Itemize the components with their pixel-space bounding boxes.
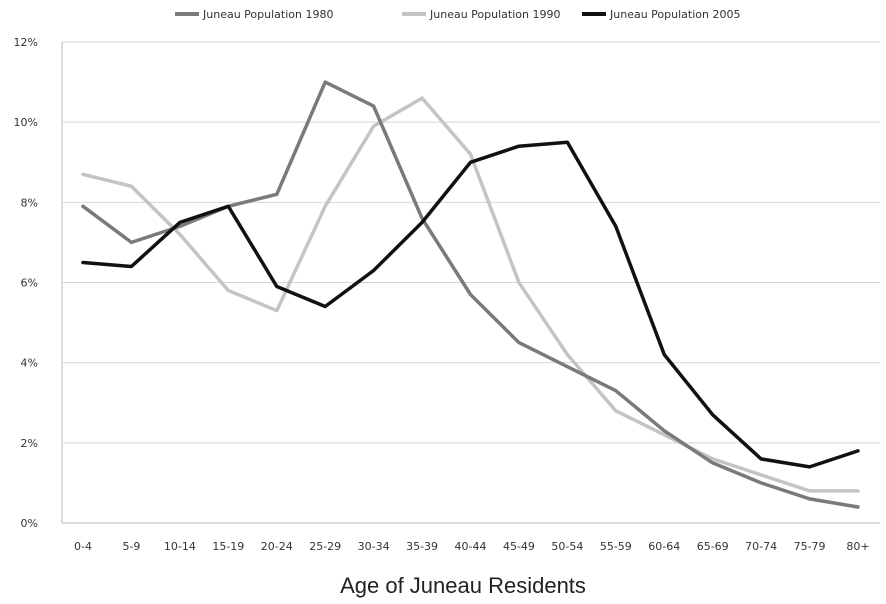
x-tick-label: 65-69 — [697, 540, 729, 553]
x-tick-label: 35-39 — [406, 540, 438, 553]
x-tick-label: 70-74 — [745, 540, 777, 553]
x-tick-label: 50-54 — [551, 540, 583, 553]
y-tick-label: 10% — [14, 116, 38, 129]
x-tick-label: 75-79 — [794, 540, 826, 553]
y-tick-label: 12% — [14, 36, 38, 49]
x-tick-label: 0-4 — [74, 540, 92, 553]
series-line-2 — [81, 140, 860, 469]
x-tick-label: 25-29 — [309, 540, 341, 553]
y-tick-label: 0% — [21, 517, 38, 530]
x-tick-label: 60-64 — [648, 540, 680, 553]
x-tick-label: 20-24 — [261, 540, 293, 553]
x-tick-label: 80+ — [846, 540, 869, 553]
x-tick-label: 5-9 — [122, 540, 140, 553]
series-lines — [81, 80, 860, 509]
y-axis: 0% 2% 4% 6% 8% 10% 12% — [14, 36, 38, 530]
legend-label-2: Juneau Population 2005 — [609, 8, 740, 21]
y-tick-label: 8% — [21, 196, 38, 209]
y-tick-label: 6% — [21, 277, 38, 290]
x-tick-label: 40-44 — [455, 540, 487, 553]
series-line-1 — [81, 96, 860, 493]
x-tick-label: 45-49 — [503, 540, 535, 553]
y-tick-label: 4% — [21, 357, 38, 370]
legend-label-1: Juneau Population 1990 — [429, 8, 560, 21]
x-axis: 0-4 5-9 10-14 15-19 20-24 25-29 30-34 35-39 40-4… — [74, 540, 870, 553]
y-tick-label: 2% — [21, 437, 38, 450]
x-tick-label: 10-14 — [164, 540, 196, 553]
x-axis-title: Age of Juneau Residents — [340, 573, 586, 598]
legend-label-0: Juneau Population 1980 — [202, 8, 333, 21]
x-tick-label: 30-34 — [358, 540, 390, 553]
legend: Juneau Population 1980 Juneau Population … — [175, 8, 740, 21]
x-tick-label: 15-19 — [212, 540, 244, 553]
x-tick-label: 55-59 — [600, 540, 632, 553]
gridlines — [61, 41, 880, 524]
